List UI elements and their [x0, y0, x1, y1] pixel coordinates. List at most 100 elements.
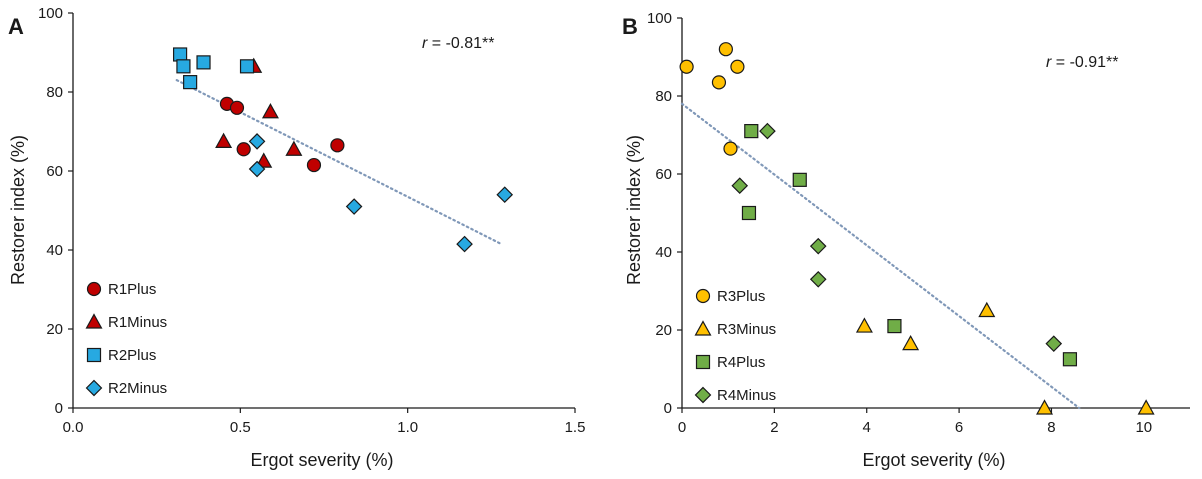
y-axis-label-b: Restorer index (%)	[624, 135, 644, 285]
legend-marker-r1plus	[86, 281, 102, 297]
point-r4minus	[809, 237, 827, 255]
y-tick-label: 60	[655, 166, 672, 183]
x-tick-label: 2	[770, 419, 778, 436]
axes-a	[68, 12, 576, 413]
legend-label-r1minus: R1Minus	[108, 314, 167, 331]
point-r4plus	[741, 205, 757, 221]
point-r2minus	[248, 133, 266, 150]
point-r3plus	[730, 59, 745, 74]
x-axis-label-a: Ergot severity (%)	[250, 450, 393, 470]
correlation-symbol-b: r	[1046, 54, 1052, 71]
point-r3minus	[1137, 399, 1155, 415]
point-r3minus	[855, 317, 873, 333]
trendline-b	[680, 102, 1081, 410]
legend-marker-r3plus	[695, 288, 711, 304]
point-r4plus	[744, 123, 759, 139]
x-tick-label: 8	[1047, 419, 1055, 436]
x-tick-label: 1.0	[397, 419, 418, 436]
panel-label-a: A	[8, 14, 24, 39]
trendline-b	[680, 102, 1081, 410]
y-tick-label: 40	[655, 244, 672, 261]
legend-label-r1plus: R1Plus	[108, 281, 156, 298]
point-r4plus	[792, 172, 807, 187]
legend-marker-r4minus	[694, 386, 712, 404]
point-r4plus	[1062, 352, 1078, 367]
y-tick-label: 100	[647, 10, 672, 27]
x-tick-label: 4	[863, 419, 871, 436]
legend-label-r2plus: R2Plus	[108, 347, 156, 364]
point-r3plus	[679, 59, 694, 74]
y-tick-label: 60	[46, 163, 63, 180]
legend-marker-r1minus	[85, 313, 103, 329]
chart-panel-b: B Restorer index (%) Ergot severity (%) …	[622, 10, 1190, 470]
x-tick-label: 1.5	[565, 419, 586, 436]
point-r3minus	[1036, 399, 1054, 415]
point-r2plus	[176, 59, 191, 74]
point-r4minus	[759, 122, 776, 140]
point-r2plus	[239, 59, 255, 74]
x-tick-label: 10	[1135, 419, 1152, 436]
x-axis-label-b: Ergot severity (%)	[862, 450, 1005, 470]
correlation-value-b: = -0.91**	[1051, 54, 1118, 71]
legend-marker-r2plus	[86, 347, 102, 363]
legend-label-r3plus: R3Plus	[717, 288, 765, 305]
point-r1plus	[236, 142, 251, 157]
y-tick-label: 0	[55, 400, 63, 417]
data-points-a	[172, 47, 514, 253]
legend-marker-r3minus	[694, 320, 712, 336]
point-r1minus	[285, 140, 303, 156]
data-points-b	[679, 42, 1155, 415]
point-r4minus	[731, 177, 749, 195]
correlation-annotation-b: r = -0.91**	[1046, 54, 1118, 71]
axes-b	[677, 17, 1190, 413]
point-r2plus	[172, 47, 188, 62]
point-r3plus	[723, 141, 738, 156]
x-tick-label: 0	[678, 419, 686, 436]
point-r2minus	[248, 160, 266, 178]
point-r2plus	[196, 55, 211, 70]
point-r3minus	[902, 334, 920, 351]
correlation-symbol-a: r	[422, 35, 428, 52]
point-r4minus	[1045, 335, 1063, 352]
correlation-annotation-a: r = -0.81**	[422, 35, 494, 52]
chart-panel-a: A Restorer index (%) Ergot severity (%) …	[8, 5, 585, 470]
y-tick-label: 80	[655, 88, 672, 105]
point-r2plus	[183, 75, 198, 90]
correlation-value-a: = -0.81**	[427, 35, 494, 52]
point-r1plus	[229, 100, 245, 115]
legend-marker-r4plus	[695, 354, 711, 370]
y-axis-label-a: Restorer index (%)	[8, 135, 28, 285]
tick-labels-a: 0 20 40 60 80 100 0.0 0.5 1.0 1.5	[38, 5, 585, 436]
y-tick-label: 0	[664, 400, 672, 417]
point-r4minus	[809, 270, 827, 288]
point-r1plus	[306, 157, 322, 173]
point-r3plus	[718, 42, 733, 57]
y-tick-label: 20	[655, 322, 672, 339]
x-tick-label: 6	[955, 419, 963, 436]
legend-a: R1Plus R1Minus R2Plus R2Minus	[85, 281, 167, 397]
y-tick-label: 80	[46, 84, 63, 101]
point-r2minus	[345, 198, 363, 215]
point-r3plus	[711, 75, 727, 90]
y-tick-label: 20	[46, 321, 63, 338]
y-tick-label: 100	[38, 5, 63, 22]
legend-label-r3minus: R3Minus	[717, 321, 776, 338]
legend-label-r2minus: R2Minus	[108, 380, 167, 397]
legend-b: R3Plus R3Minus R4Plus R4Minus	[694, 288, 776, 404]
point-r3minus	[978, 301, 996, 318]
x-tick-label: 0.5	[230, 419, 251, 436]
legend-marker-r2minus	[85, 379, 103, 397]
point-r2minus	[456, 235, 473, 253]
panel-label-b: B	[622, 14, 638, 39]
x-tick-label: 0.0	[63, 419, 84, 436]
point-r1plus	[330, 138, 345, 153]
point-r1minus	[215, 132, 233, 148]
tick-labels-b: 0 20 40 60 80 100 0 2 4 6 8 10	[647, 10, 1152, 436]
point-r1minus	[261, 103, 279, 119]
y-tick-label: 40	[46, 242, 63, 259]
legend-label-r4plus: R4Plus	[717, 354, 765, 371]
legend-label-r4minus: R4Minus	[717, 387, 776, 404]
point-r2minus	[496, 186, 514, 204]
point-r4plus	[887, 319, 902, 334]
